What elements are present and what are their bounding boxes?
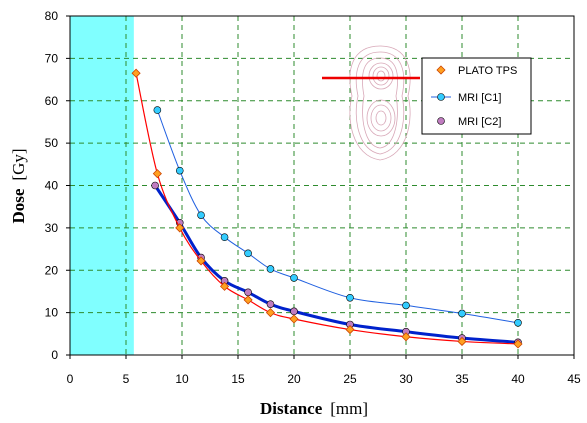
x-axis-title-unit: [mm] <box>330 399 368 418</box>
data-point-circle <box>244 288 252 297</box>
contour-outer <box>349 45 411 161</box>
y-tick-label: 40 <box>45 179 59 193</box>
y-tick-label: 80 <box>45 9 59 23</box>
x-tick-label: 30 <box>399 372 413 386</box>
contour-bottom-3 <box>375 110 387 126</box>
x-tick-label: 40 <box>511 372 525 386</box>
data-point-circle <box>244 249 252 258</box>
contour-top-1 <box>368 62 394 90</box>
data-point-diamond <box>289 314 299 324</box>
x-tick-label: 0 <box>67 372 74 386</box>
y-tick-label: 70 <box>45 51 59 65</box>
y-tick-label: 20 <box>45 263 59 277</box>
data-point-circle <box>197 211 205 219</box>
legend-label-plato: PLATO TPS <box>458 65 517 77</box>
data-point-diamond <box>175 223 185 233</box>
legend-marker-circle <box>437 93 445 101</box>
series-mri-c1 <box>153 106 522 327</box>
contour-bottom-2 <box>370 104 392 132</box>
data-point-diamond <box>152 169 162 179</box>
legend-marker-circle <box>437 117 445 125</box>
isodose-inset <box>322 45 420 161</box>
data-point-circle <box>153 106 162 114</box>
x-tick-label: 15 <box>231 372 245 386</box>
data-point-circle <box>290 274 298 282</box>
contour-bottom-1 <box>366 99 396 137</box>
y-axis-title-main: Dose <box>9 188 28 223</box>
series-layer <box>131 68 523 349</box>
data-point-diamond <box>265 308 276 318</box>
legend-label-mri-c1: MRI [C1] <box>458 92 501 104</box>
data-point-diamond <box>243 295 253 305</box>
data-point-circle <box>175 166 184 175</box>
data-point-circle <box>266 265 275 273</box>
data-point-circle <box>266 300 275 308</box>
data-point-circle <box>346 293 354 302</box>
data-point-circle <box>514 318 522 327</box>
data-point-diamond <box>513 339 523 349</box>
data-point-diamond <box>401 332 411 342</box>
x-tick-label: 25 <box>343 372 357 386</box>
x-axis-title-main: Distance <box>260 399 323 418</box>
legend-entry-mri-c2: MRI [C2] <box>437 116 501 128</box>
x-tick-label: 20 <box>287 372 301 386</box>
isodose-contours <box>349 45 411 161</box>
x-tick-label: 10 <box>175 372 189 386</box>
x-axis-ticks: 0 5 10 15 20 25 30 35 40 45 <box>67 355 581 386</box>
data-point-circle <box>402 301 410 310</box>
data-point-circle <box>458 309 466 318</box>
data-point-diamond <box>345 325 355 335</box>
data-point-circle <box>290 307 298 316</box>
contour-top-2 <box>372 66 390 86</box>
x-tick-label: 45 <box>567 372 581 386</box>
y-axis-ticks: 0 10 20 30 40 50 60 70 80 <box>45 9 70 362</box>
x-tick-label: 35 <box>455 372 469 386</box>
legend-entry-mri-c1: MRI [C1] <box>431 92 501 104</box>
y-tick-label: 0 <box>51 348 58 362</box>
data-point-circle <box>220 233 229 241</box>
x-tick-label: 5 <box>123 372 130 386</box>
legend-label-mri-c2: MRI [C2] <box>458 116 501 128</box>
y-axis-title-unit: [Gy] <box>9 148 28 180</box>
data-point-circle <box>151 181 159 190</box>
data-point-diamond <box>131 68 141 78</box>
data-point-diamond <box>196 256 206 266</box>
legend-marker-diamond <box>436 65 446 75</box>
contour-2 <box>355 51 405 155</box>
y-axis-title: Dose [Gy] <box>9 148 28 223</box>
contour-3 <box>362 57 398 149</box>
legend-entry-plato: PLATO TPS <box>436 65 517 77</box>
x-axis-title: Distance [mm] <box>260 399 368 418</box>
data-point-diamond <box>219 281 230 291</box>
y-tick-label: 10 <box>45 306 59 320</box>
legend: PLATO TPS MRI [C1] MRI [C2] <box>421 57 532 135</box>
series-plato-tps <box>131 68 523 349</box>
y-tick-label: 50 <box>45 136 59 150</box>
contour-top-3 <box>376 70 386 82</box>
y-tick-label: 30 <box>45 221 59 235</box>
y-tick-label: 60 <box>45 94 59 108</box>
data-point-diamond <box>457 336 467 347</box>
